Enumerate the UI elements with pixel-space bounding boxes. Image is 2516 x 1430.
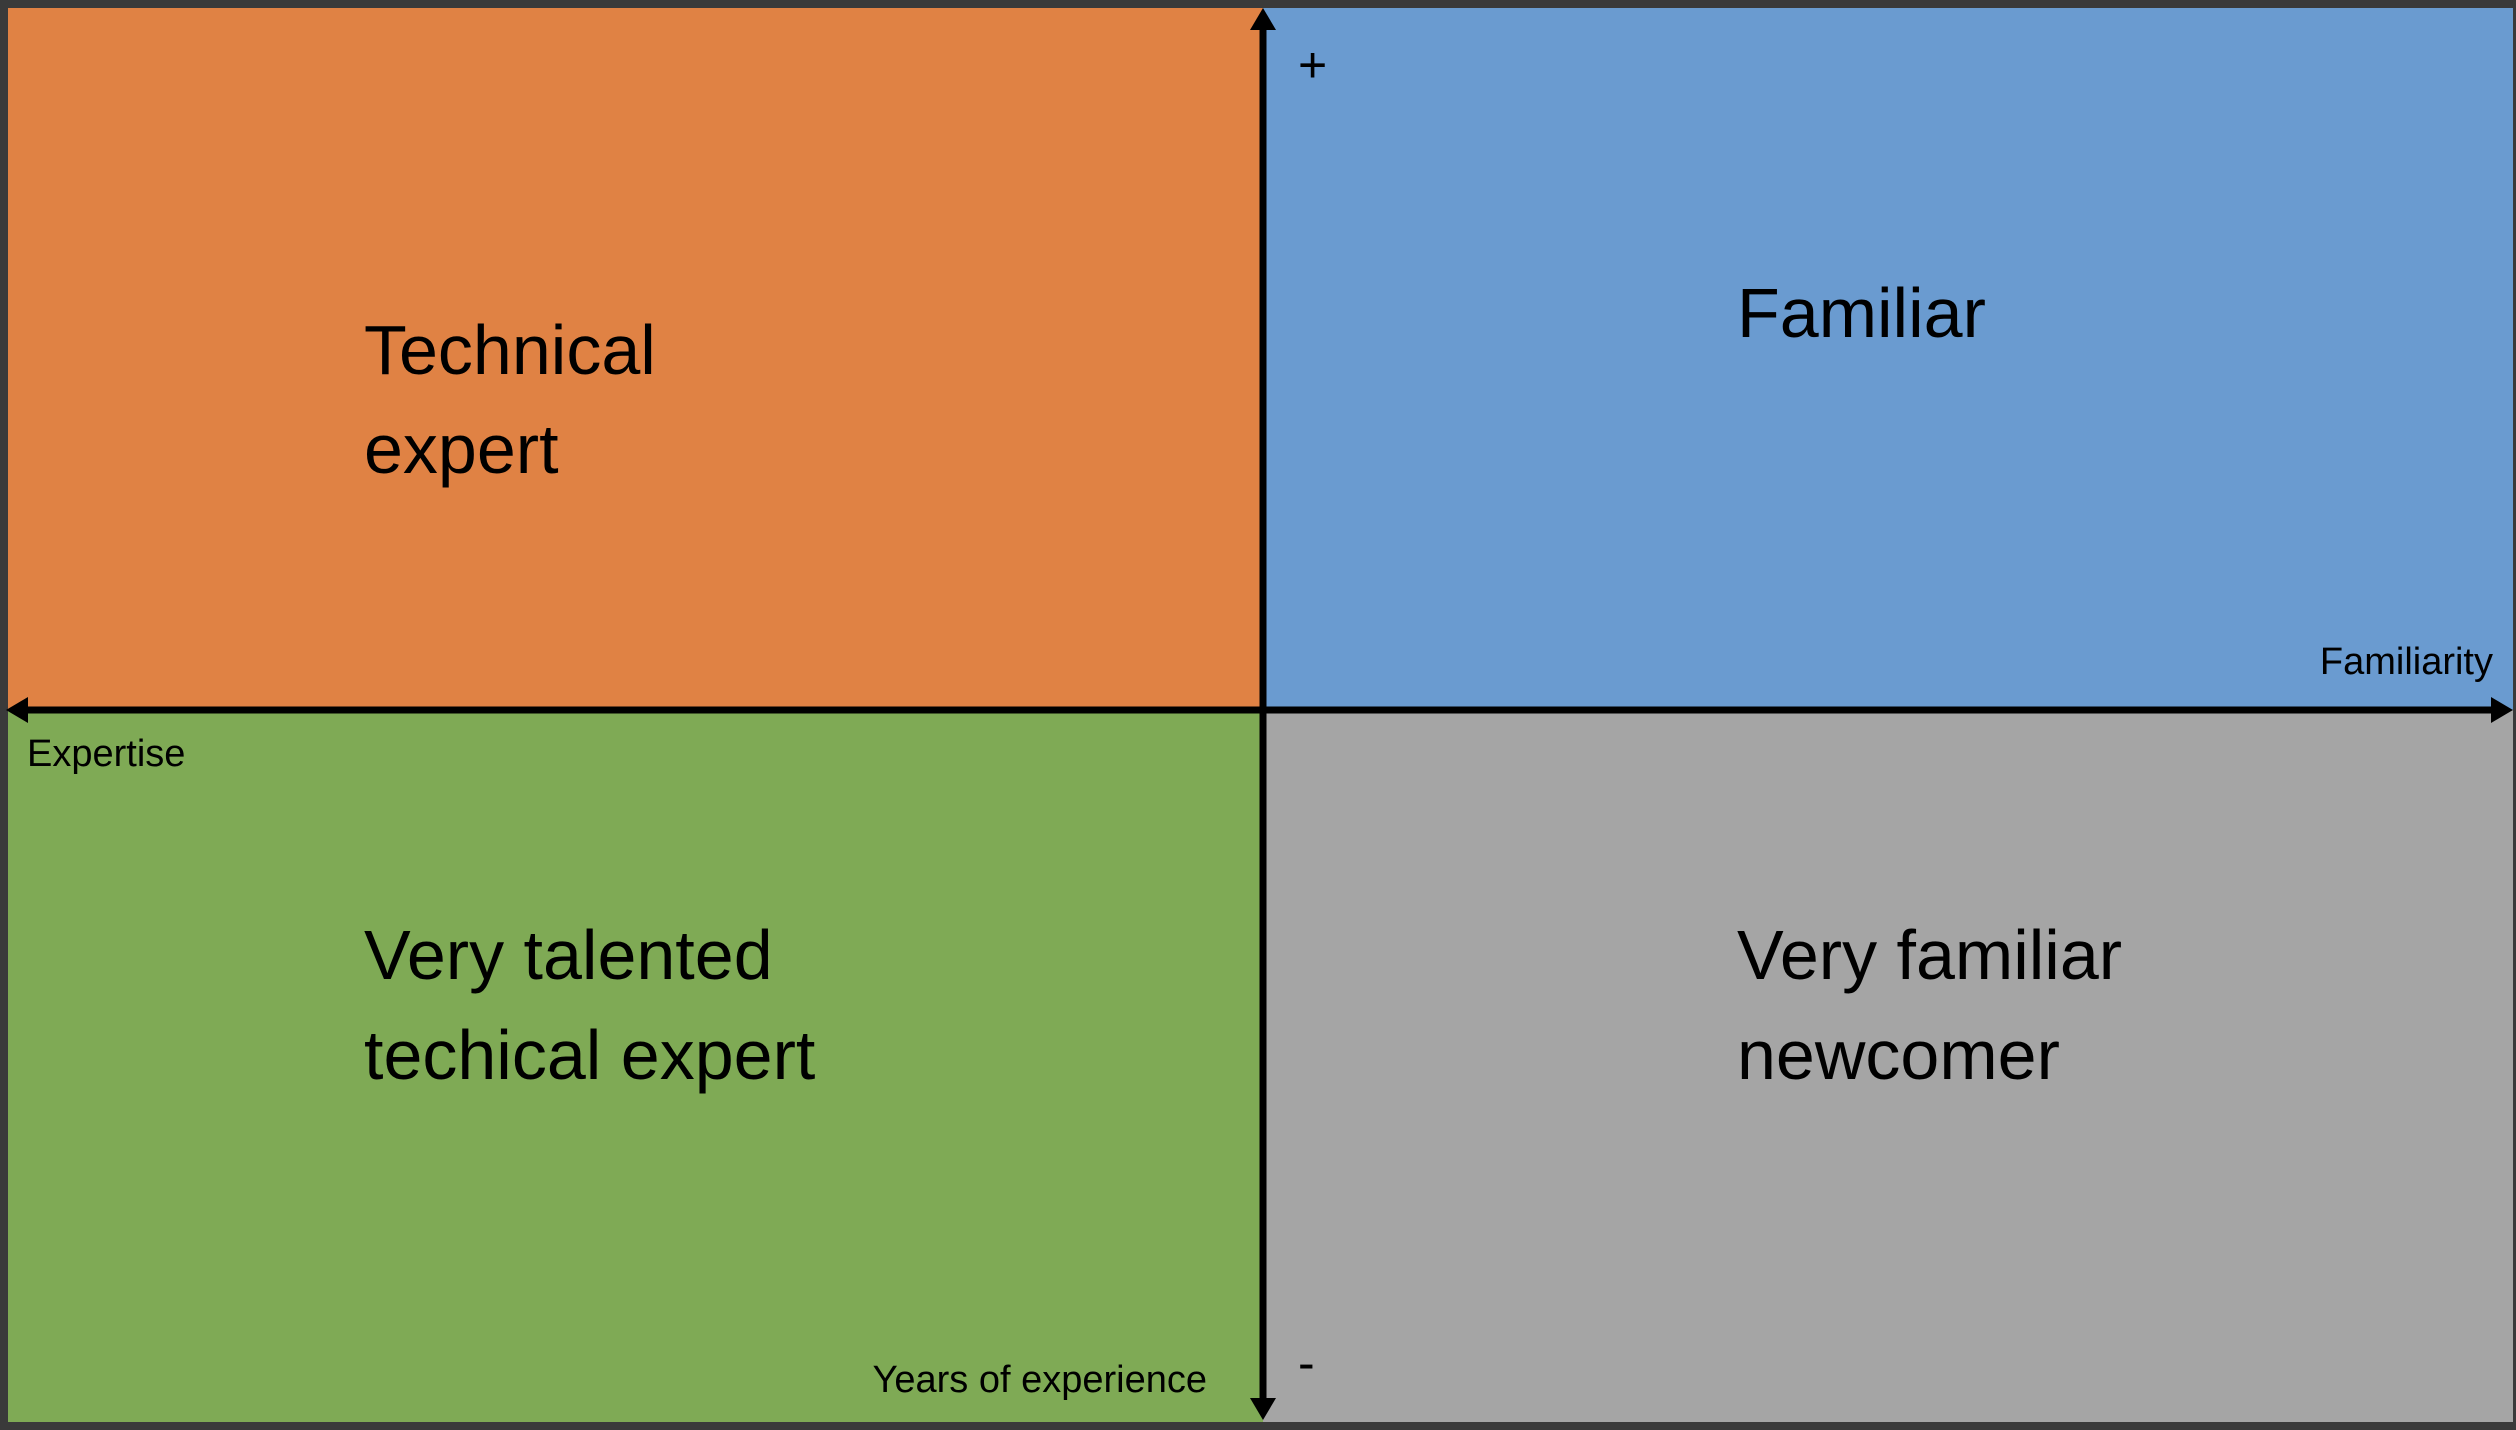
arrow-head	[6, 697, 28, 723]
quadrant-bottom-left	[8, 710, 1263, 1422]
quadrant-top-right	[1263, 8, 2513, 710]
axis-label: Familiarity	[2320, 641, 2493, 683]
quadrant-bottom-right	[1263, 710, 2513, 1422]
quadrant-label: Very talented	[364, 916, 773, 994]
quadrant-label: Very familiar	[1737, 916, 2122, 994]
minus-marker: -	[1298, 1335, 1315, 1391]
arrow-head	[1250, 1398, 1276, 1420]
quadrant-label: Technical	[364, 311, 656, 389]
plus-marker: +	[1298, 37, 1327, 93]
quadrant-top-left	[8, 8, 1263, 710]
quadrant-label: expert	[364, 410, 559, 488]
quadrant-label: techical expert	[364, 1016, 815, 1094]
arrow-head	[1250, 8, 1276, 30]
quadrant-label: Familiar	[1737, 274, 1986, 352]
quadrant-label: newcomer	[1737, 1016, 2060, 1094]
arrow-head	[2491, 697, 2513, 723]
axis-label: Years of experience	[873, 1359, 1208, 1401]
axis-label: Expertise	[27, 733, 185, 775]
